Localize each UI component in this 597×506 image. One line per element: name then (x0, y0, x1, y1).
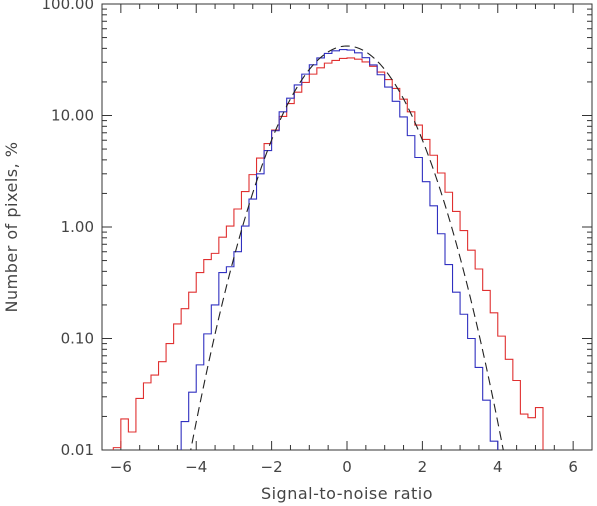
y-tick-label: 0.10 (61, 330, 94, 348)
series-layer (112, 45, 544, 450)
gaussian-fit-curve (190, 45, 504, 450)
y-tick-label: 0.01 (61, 441, 94, 459)
y-tick-label: 10.00 (51, 107, 94, 125)
x-tick-label: 4 (493, 458, 503, 476)
histogram-series-2 (180, 49, 499, 450)
y-tick-label: 100.00 (42, 0, 95, 13)
x-tick-label: 0 (342, 458, 352, 476)
x-axis-label: Signal-to-noise ratio (261, 484, 433, 503)
x-tick-label: 2 (418, 458, 428, 476)
x-tick-label: −4 (185, 458, 207, 476)
y-axis-label: Number of pixels, % (2, 142, 21, 313)
y-axis: 0.01 0.10 1.00 10.00 100.00 (42, 0, 592, 459)
x-tick-label: −6 (110, 458, 132, 476)
x-tick-label: 6 (568, 458, 578, 476)
histogram-series-1 (112, 57, 544, 450)
x-tick-label: −2 (261, 458, 283, 476)
plot-frame (101, 3, 593, 451)
y-tick-label: 1.00 (61, 218, 94, 236)
x-axis: −6 −4 −2 0 2 4 6 (101, 4, 593, 476)
